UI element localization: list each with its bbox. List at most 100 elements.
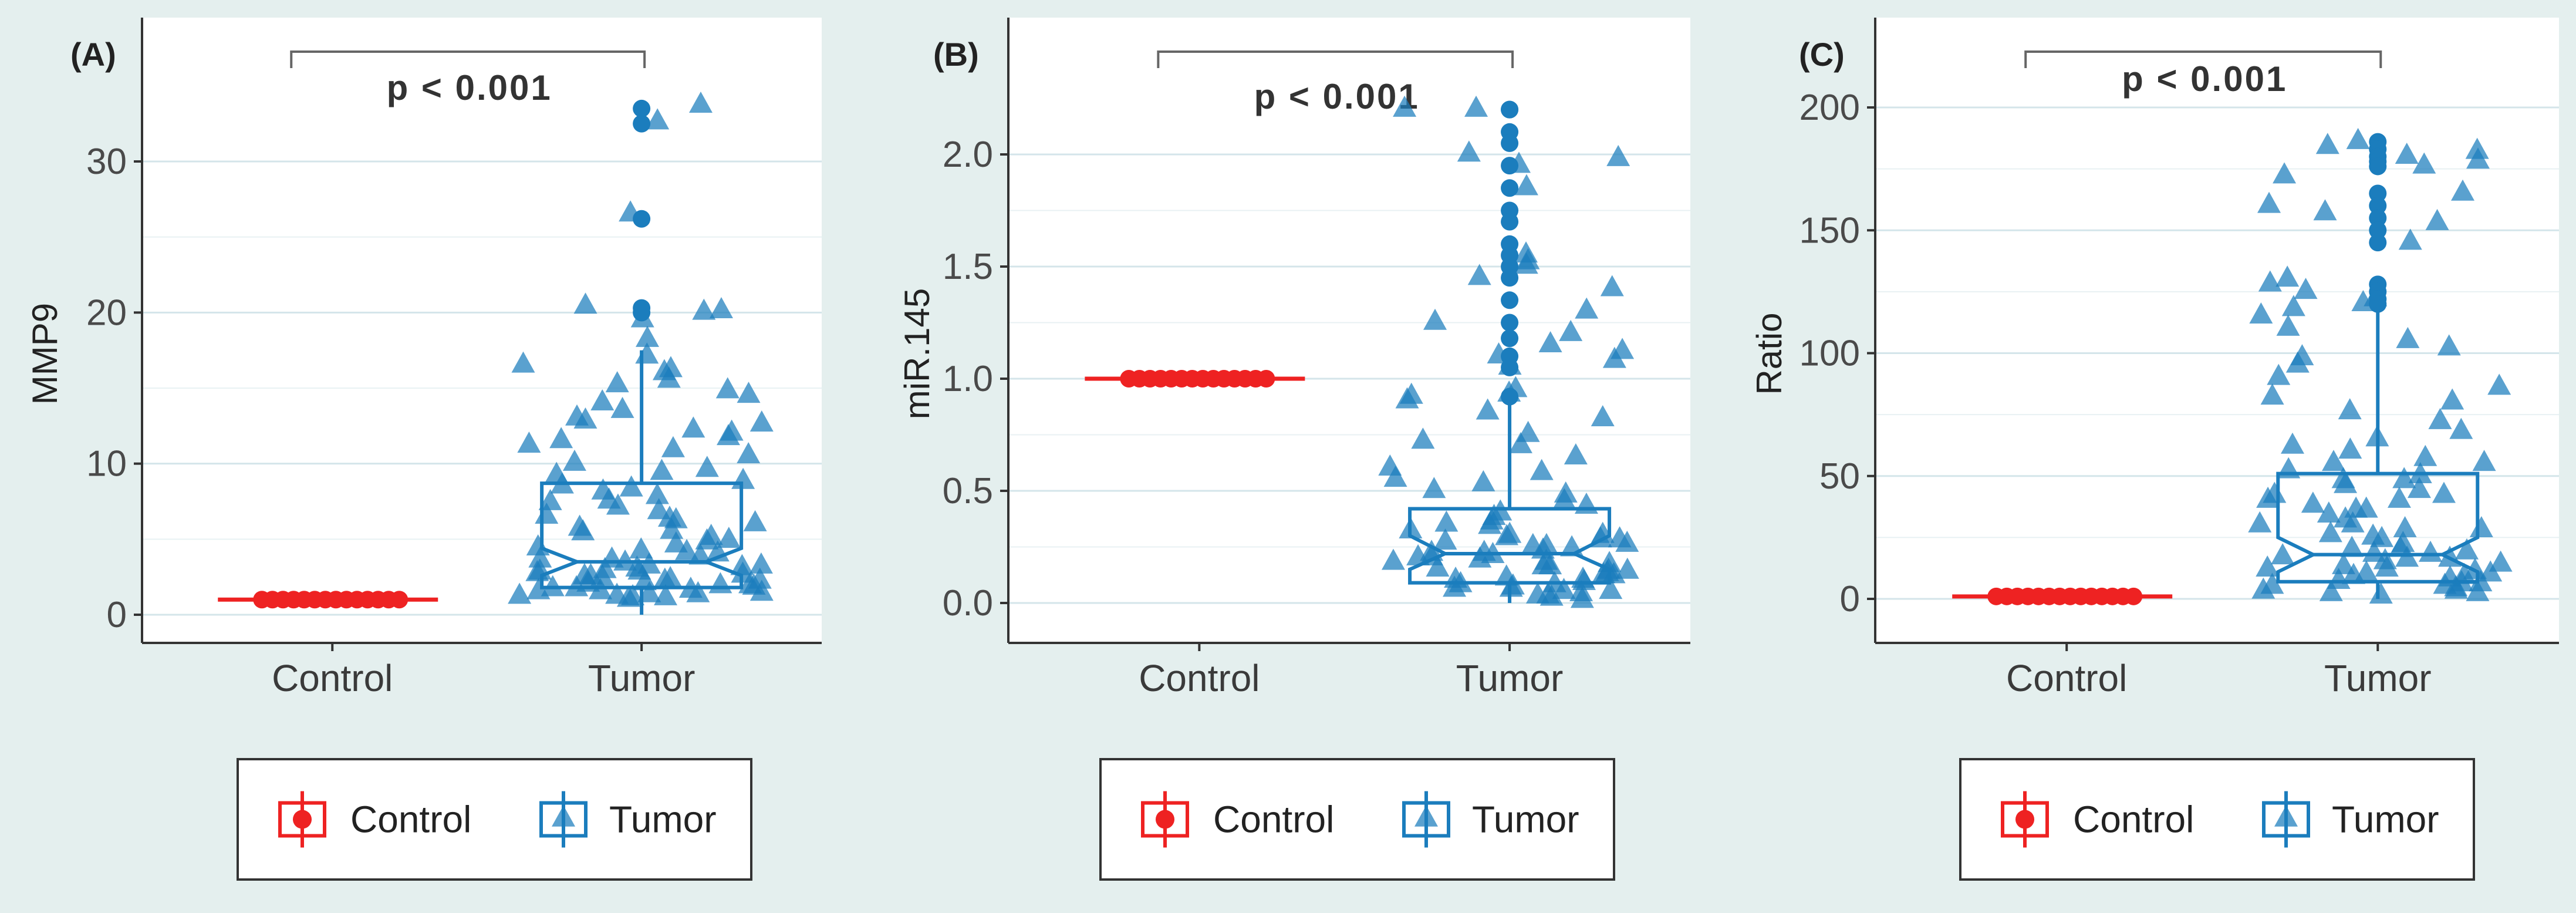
legend-key-control-marker xyxy=(1156,810,1174,829)
tumor-point xyxy=(1615,530,1639,552)
y-tick-label: 10 xyxy=(86,444,127,484)
tumor-point xyxy=(1393,95,1417,117)
y-tick-label: 0 xyxy=(107,595,127,635)
tumor-point xyxy=(1606,144,1630,166)
tumor-point xyxy=(2466,147,2490,169)
tumor-outlier xyxy=(1501,314,1519,332)
tumor-point xyxy=(2281,295,2305,316)
tumor-point xyxy=(709,297,733,318)
control-point xyxy=(2125,587,2143,605)
legend-label-tumor: Tumor xyxy=(609,799,717,841)
tumor-point xyxy=(2317,501,2341,523)
tumor-point xyxy=(2479,560,2503,582)
tumor-point xyxy=(637,552,661,574)
tumor-point xyxy=(2395,142,2419,164)
tumor-point xyxy=(2392,467,2416,488)
tumor-point xyxy=(2455,538,2479,560)
panel-label: (A) xyxy=(70,36,116,73)
tumor-point xyxy=(2313,199,2337,221)
tumor-point xyxy=(621,584,645,605)
tumor-point xyxy=(692,298,716,320)
y-axis-label: MMP9 xyxy=(25,303,65,405)
legend-key-tumor-marker xyxy=(2274,805,2298,827)
y-axis-label: miR.145 xyxy=(897,288,937,419)
tumor-point xyxy=(675,538,699,560)
tumor-point xyxy=(508,582,532,604)
y-tick-label: 150 xyxy=(1800,210,1860,251)
tumor-point xyxy=(737,382,761,403)
tumor-point xyxy=(1495,524,1519,545)
tumor-point xyxy=(2487,373,2511,395)
tumor-outlier xyxy=(1501,179,1519,197)
tumor-point xyxy=(1599,578,1623,599)
tumor-point xyxy=(1538,331,1562,352)
tumor-point xyxy=(2365,425,2389,447)
tumor-point xyxy=(549,427,573,449)
tumor-point xyxy=(2277,457,2301,479)
tumor-point xyxy=(1423,308,1447,330)
significance-bracket xyxy=(1157,50,1514,68)
panel-a: 0 10 20 30 Control Tumor MMP9 (A) p < 0.001 Contr… xyxy=(25,18,822,881)
legend-label-control: Control xyxy=(350,799,471,841)
tumor-point xyxy=(1514,174,1538,196)
tumor-point xyxy=(1615,557,1639,579)
y-axis-label: Ratio xyxy=(1750,312,1789,395)
tumor-point xyxy=(645,483,669,504)
x-tick-label: Tumor xyxy=(588,657,696,699)
legend-label-tumor: Tumor xyxy=(2332,799,2439,841)
tumor-point xyxy=(1399,517,1423,538)
tumor-point xyxy=(573,407,597,429)
tumor-box xyxy=(540,481,744,589)
tumor-point xyxy=(2472,450,2496,471)
tumor-outlier xyxy=(1501,388,1519,406)
tumor-point xyxy=(2301,491,2325,513)
tumor-point xyxy=(1600,275,1624,297)
tumor-point xyxy=(1552,488,1576,510)
tumor-outlier xyxy=(1501,358,1519,376)
p-value-annotation: p < 0.001 xyxy=(387,68,552,107)
tumor-point xyxy=(526,578,551,599)
tumor-point xyxy=(2346,127,2370,149)
tumor-point xyxy=(589,578,613,599)
tumor-point xyxy=(2315,133,2339,154)
tumor-point xyxy=(2449,417,2473,439)
tumor-point xyxy=(1564,443,1588,464)
tumor-point xyxy=(2395,545,2419,567)
x-tick-label: Tumor xyxy=(1456,657,1564,699)
panel-c: 0 50 100 150 200 Control Tumor Ratio (C) p < 0.00… xyxy=(1750,18,2559,881)
tumor-point xyxy=(2437,334,2461,356)
tumor-point xyxy=(2432,481,2456,503)
tumor-point xyxy=(526,534,550,556)
tumor-point xyxy=(2267,363,2291,385)
tumor-point xyxy=(606,493,630,515)
tumor-point xyxy=(528,546,552,568)
tumor-point xyxy=(635,342,659,364)
tumor-point xyxy=(749,552,773,574)
control-point xyxy=(390,591,408,609)
tumor-point xyxy=(2260,572,2284,594)
tumor-point xyxy=(565,575,589,597)
x-tick-label: Control xyxy=(2006,657,2127,699)
tumor-point xyxy=(2249,302,2273,324)
tumor-point xyxy=(637,581,661,602)
tumor-point xyxy=(2450,179,2474,201)
legend-key-control-marker xyxy=(293,810,312,829)
tumor-outlier xyxy=(1501,134,1519,152)
tumor-point xyxy=(2465,137,2489,159)
tumor-point xyxy=(1508,432,1532,453)
tumor-point xyxy=(2444,577,2468,599)
tumor-point xyxy=(1591,405,1615,426)
tumor-point xyxy=(635,325,659,347)
tumor-point xyxy=(1560,535,1584,557)
tumor-point xyxy=(590,564,615,586)
tumor-point xyxy=(2354,560,2378,582)
tumor-point xyxy=(573,292,597,314)
tumor-point xyxy=(2438,545,2462,567)
tumor-point xyxy=(2280,432,2304,454)
tumor-outlier xyxy=(633,99,651,117)
tumor-point xyxy=(2354,496,2378,518)
tumor-point xyxy=(708,572,732,594)
tumor-point xyxy=(688,92,713,113)
tumor-point xyxy=(1420,540,1444,561)
tumor-point xyxy=(528,558,552,580)
